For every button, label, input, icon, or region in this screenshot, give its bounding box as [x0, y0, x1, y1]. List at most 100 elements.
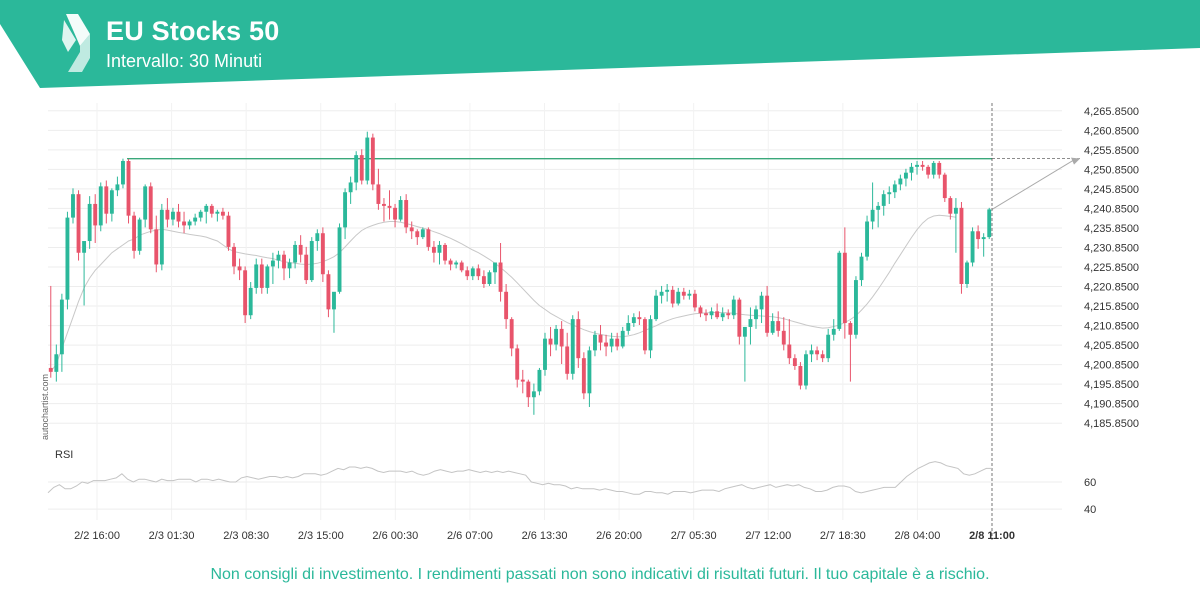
candle-body: [676, 291, 681, 304]
price-tick-label: 4,225.8500: [1084, 262, 1139, 274]
candle-body: [765, 295, 770, 333]
candle-body: [937, 162, 942, 175]
candle-body: [820, 354, 825, 359]
candle-body: [159, 209, 164, 265]
candle-body: [198, 211, 203, 218]
candle-body: [942, 174, 947, 199]
candle-body: [276, 254, 281, 261]
candle-body: [54, 354, 59, 372]
candle-body: [920, 164, 925, 167]
candle-body: [659, 291, 664, 296]
candle-body: [404, 200, 409, 228]
candle-body: [859, 256, 864, 281]
candle-body: [709, 311, 714, 316]
candle-body: [59, 299, 64, 355]
candle-body: [370, 137, 375, 185]
candle-body: [865, 221, 870, 257]
candle-body: [487, 272, 492, 284]
candle-body: [176, 211, 181, 222]
price-tick-label: 4,260.8500: [1084, 125, 1139, 137]
candle-body: [776, 321, 781, 331]
candle-body: [626, 323, 631, 331]
candle-body: [420, 229, 425, 238]
candle-body: [587, 350, 592, 394]
candle-body: [148, 186, 153, 230]
candle-body: [604, 342, 609, 347]
candle-body: [365, 137, 370, 181]
price-tick-label: 4,255.8500: [1084, 145, 1139, 157]
price-tick-label: 4,245.8500: [1084, 184, 1139, 196]
candle-body: [498, 262, 503, 292]
candle-body: [698, 307, 703, 314]
candle-body: [637, 317, 642, 320]
candle-body: [48, 367, 53, 372]
candle-body: [248, 287, 253, 316]
price-tick-label: 4,195.8500: [1084, 379, 1139, 391]
time-tick-label: 2/8 04:00: [894, 530, 940, 542]
candle-body: [898, 178, 903, 185]
candle-body: [581, 358, 586, 394]
candle-body: [681, 291, 686, 296]
candle-body: [726, 313, 731, 316]
candle-body: [504, 291, 509, 320]
candle-body: [903, 172, 908, 179]
candle-body: [270, 260, 275, 267]
price-tick-label: 4,190.8500: [1084, 399, 1139, 411]
candle-body: [792, 358, 797, 366]
candle-body: [787, 344, 792, 359]
candle-body: [387, 205, 392, 208]
price-tick-label: 4,185.8500: [1084, 418, 1139, 430]
candle-body: [143, 186, 148, 220]
candle-body: [132, 215, 137, 251]
candle-body: [981, 237, 986, 240]
candle-body: [798, 365, 803, 386]
candle-body: [543, 338, 547, 370]
candle-body: [931, 162, 936, 175]
projection-line: [991, 158, 1077, 210]
price-tick-label: 4,235.8500: [1084, 223, 1139, 235]
candle-body: [665, 289, 670, 292]
candle-body: [548, 338, 553, 345]
candle-body: [426, 229, 431, 247]
time-tick-label: 2/7 05:30: [671, 530, 717, 542]
time-tick-label: 2/8 11:00: [969, 530, 1015, 542]
candle-body: [565, 346, 570, 374]
candle-body: [82, 241, 87, 253]
candle-body: [804, 354, 808, 386]
candle-body: [531, 391, 536, 398]
time-tick-label: 2/6 20:00: [596, 530, 642, 542]
candle-body: [976, 231, 981, 240]
candle-body: [948, 198, 953, 214]
candle-body: [320, 233, 325, 275]
candle-body: [687, 293, 692, 296]
candle-body: [220, 211, 225, 216]
candle-body: [304, 254, 309, 281]
candle-body: [515, 348, 520, 380]
candle-body: [915, 164, 919, 167]
candle-body: [826, 334, 831, 359]
candle-body: [382, 203, 386, 206]
time-tick-label: 2/2 16:00: [74, 530, 120, 542]
candle-body: [393, 207, 398, 220]
candle-body: [376, 184, 381, 204]
candle-body: [737, 299, 742, 337]
autochartist-logo-icon: [62, 14, 90, 72]
candle-body: [104, 186, 109, 214]
candle-body: [715, 311, 720, 318]
candle-body: [93, 203, 98, 226]
price-tick-label: 4,205.8500: [1084, 340, 1139, 352]
candle-body: [848, 323, 853, 335]
time-tick-label: 2/3 01:30: [149, 530, 195, 542]
candle-body: [481, 276, 486, 284]
candle-body: [121, 160, 125, 185]
candle-body: [781, 330, 786, 345]
candle-body: [692, 293, 697, 308]
candle-body: [193, 217, 198, 222]
price-tick-label: 4,230.8500: [1084, 242, 1139, 254]
candle-body: [704, 313, 708, 316]
candle-body: [215, 211, 220, 214]
candle-body: [909, 166, 914, 173]
candle-body: [348, 182, 353, 193]
candle-body: [254, 264, 259, 288]
rsi-tick-label: 40: [1084, 504, 1096, 516]
